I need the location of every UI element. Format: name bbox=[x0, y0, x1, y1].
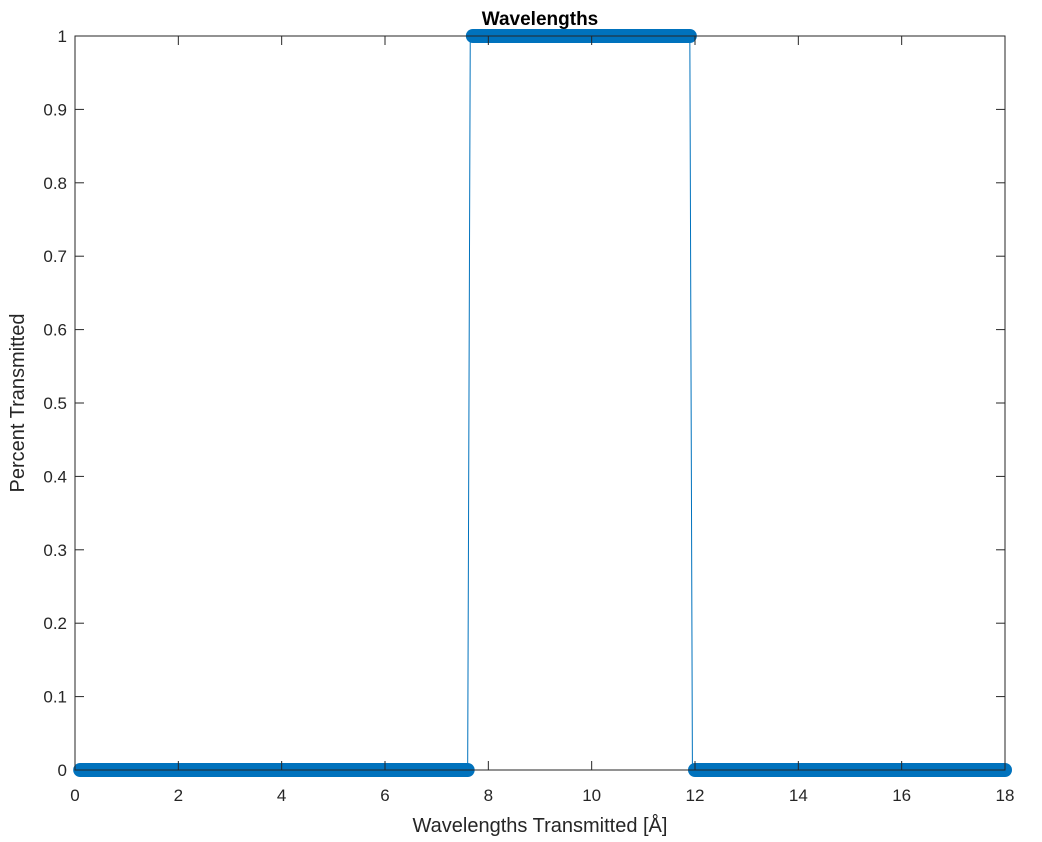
x-tick-label: 8 bbox=[484, 786, 493, 805]
tick-layer: 0 2 4 6 8 10 12 14 16 18 0 0.1 0.2 0.3 0.4 0.5 0.6 0.7 0.8… bbox=[43, 27, 1014, 805]
x-tick-label: 14 bbox=[789, 786, 808, 805]
x-tick-label: 18 bbox=[996, 786, 1015, 805]
x-tick-label: 16 bbox=[892, 786, 911, 805]
x-tick-label: 10 bbox=[582, 786, 601, 805]
y-tick-label: 0.5 bbox=[43, 394, 67, 413]
y-tick-label: 0.3 bbox=[43, 541, 67, 560]
y-tick-label: 0.8 bbox=[43, 174, 67, 193]
y-tick-label: 0.6 bbox=[43, 321, 67, 340]
y-tick-label: 0.7 bbox=[43, 247, 67, 266]
chart-title: Wavelengths bbox=[482, 9, 599, 30]
x-tick-label: 0 bbox=[70, 786, 79, 805]
x-axis-label: Wavelengths Transmitted [Å] bbox=[413, 814, 668, 837]
plot-area bbox=[75, 36, 1005, 770]
y-tick-label: 0.1 bbox=[43, 688, 67, 707]
x-tick-label: 6 bbox=[380, 786, 389, 805]
y-tick-label: 0.9 bbox=[43, 100, 67, 119]
x-tick-label: 4 bbox=[277, 786, 286, 805]
y-tick-label: 1 bbox=[58, 27, 67, 46]
x-tick-label: 2 bbox=[174, 786, 183, 805]
y-axis-label: Percent Transmitted bbox=[7, 314, 29, 493]
y-tick-label: 0.4 bbox=[43, 467, 67, 486]
y-tick-label: 0.2 bbox=[43, 614, 67, 633]
x-tick-label: 12 bbox=[686, 786, 705, 805]
y-tick-label: 0 bbox=[58, 761, 67, 780]
